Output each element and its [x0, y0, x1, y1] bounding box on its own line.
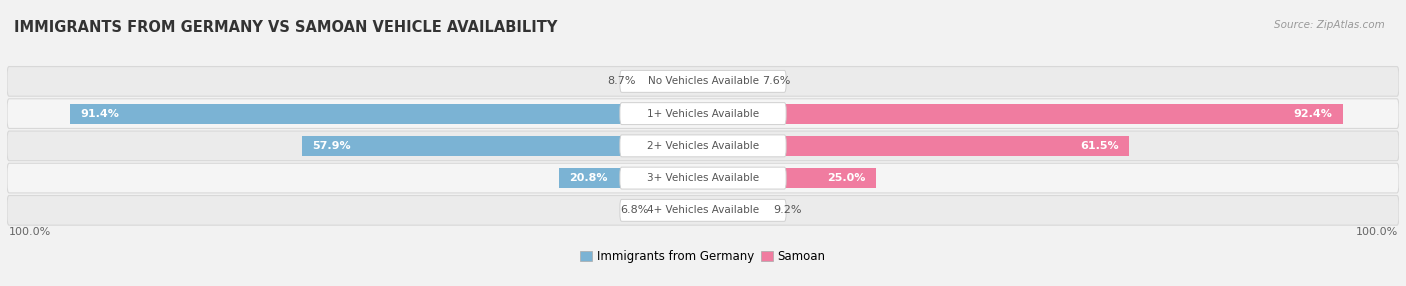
Text: IMMIGRANTS FROM GERMANY VS SAMOAN VEHICLE AVAILABILITY: IMMIGRANTS FROM GERMANY VS SAMOAN VEHICL… — [14, 20, 557, 35]
Bar — [703, 168, 876, 188]
Text: 4+ Vehicles Available: 4+ Vehicles Available — [647, 205, 759, 215]
FancyBboxPatch shape — [620, 103, 786, 125]
Text: 57.9%: 57.9% — [312, 141, 352, 151]
FancyBboxPatch shape — [7, 163, 1399, 193]
Text: 7.6%: 7.6% — [762, 76, 792, 86]
FancyBboxPatch shape — [7, 99, 1399, 128]
Text: 3+ Vehicles Available: 3+ Vehicles Available — [647, 173, 759, 183]
Bar — [703, 72, 755, 91]
Bar — [70, 104, 703, 124]
Text: 6.8%: 6.8% — [620, 205, 650, 215]
FancyBboxPatch shape — [620, 70, 786, 92]
Bar — [560, 168, 703, 188]
FancyBboxPatch shape — [7, 67, 1399, 96]
Text: 100.0%: 100.0% — [1355, 227, 1398, 237]
Text: 92.4%: 92.4% — [1294, 109, 1333, 119]
Text: 20.8%: 20.8% — [569, 173, 607, 183]
Text: No Vehicles Available: No Vehicles Available — [648, 76, 758, 86]
Text: 2+ Vehicles Available: 2+ Vehicles Available — [647, 141, 759, 151]
Bar — [703, 104, 1343, 124]
FancyBboxPatch shape — [7, 196, 1399, 225]
Text: 91.4%: 91.4% — [80, 109, 120, 119]
Text: 1+ Vehicles Available: 1+ Vehicles Available — [647, 109, 759, 119]
Bar — [703, 136, 1129, 156]
FancyBboxPatch shape — [620, 167, 786, 189]
Bar — [643, 72, 703, 91]
Legend: Immigrants from Germany, Samoan: Immigrants from Germany, Samoan — [575, 245, 831, 268]
Text: Source: ZipAtlas.com: Source: ZipAtlas.com — [1274, 20, 1385, 30]
Text: 9.2%: 9.2% — [773, 205, 803, 215]
Bar — [703, 200, 766, 220]
Text: 100.0%: 100.0% — [8, 227, 51, 237]
FancyBboxPatch shape — [7, 131, 1399, 161]
Text: 25.0%: 25.0% — [827, 173, 866, 183]
Bar — [657, 200, 703, 220]
FancyBboxPatch shape — [620, 199, 786, 221]
Text: 61.5%: 61.5% — [1080, 141, 1119, 151]
FancyBboxPatch shape — [620, 135, 786, 157]
Text: 8.7%: 8.7% — [607, 76, 636, 86]
Bar — [302, 136, 703, 156]
